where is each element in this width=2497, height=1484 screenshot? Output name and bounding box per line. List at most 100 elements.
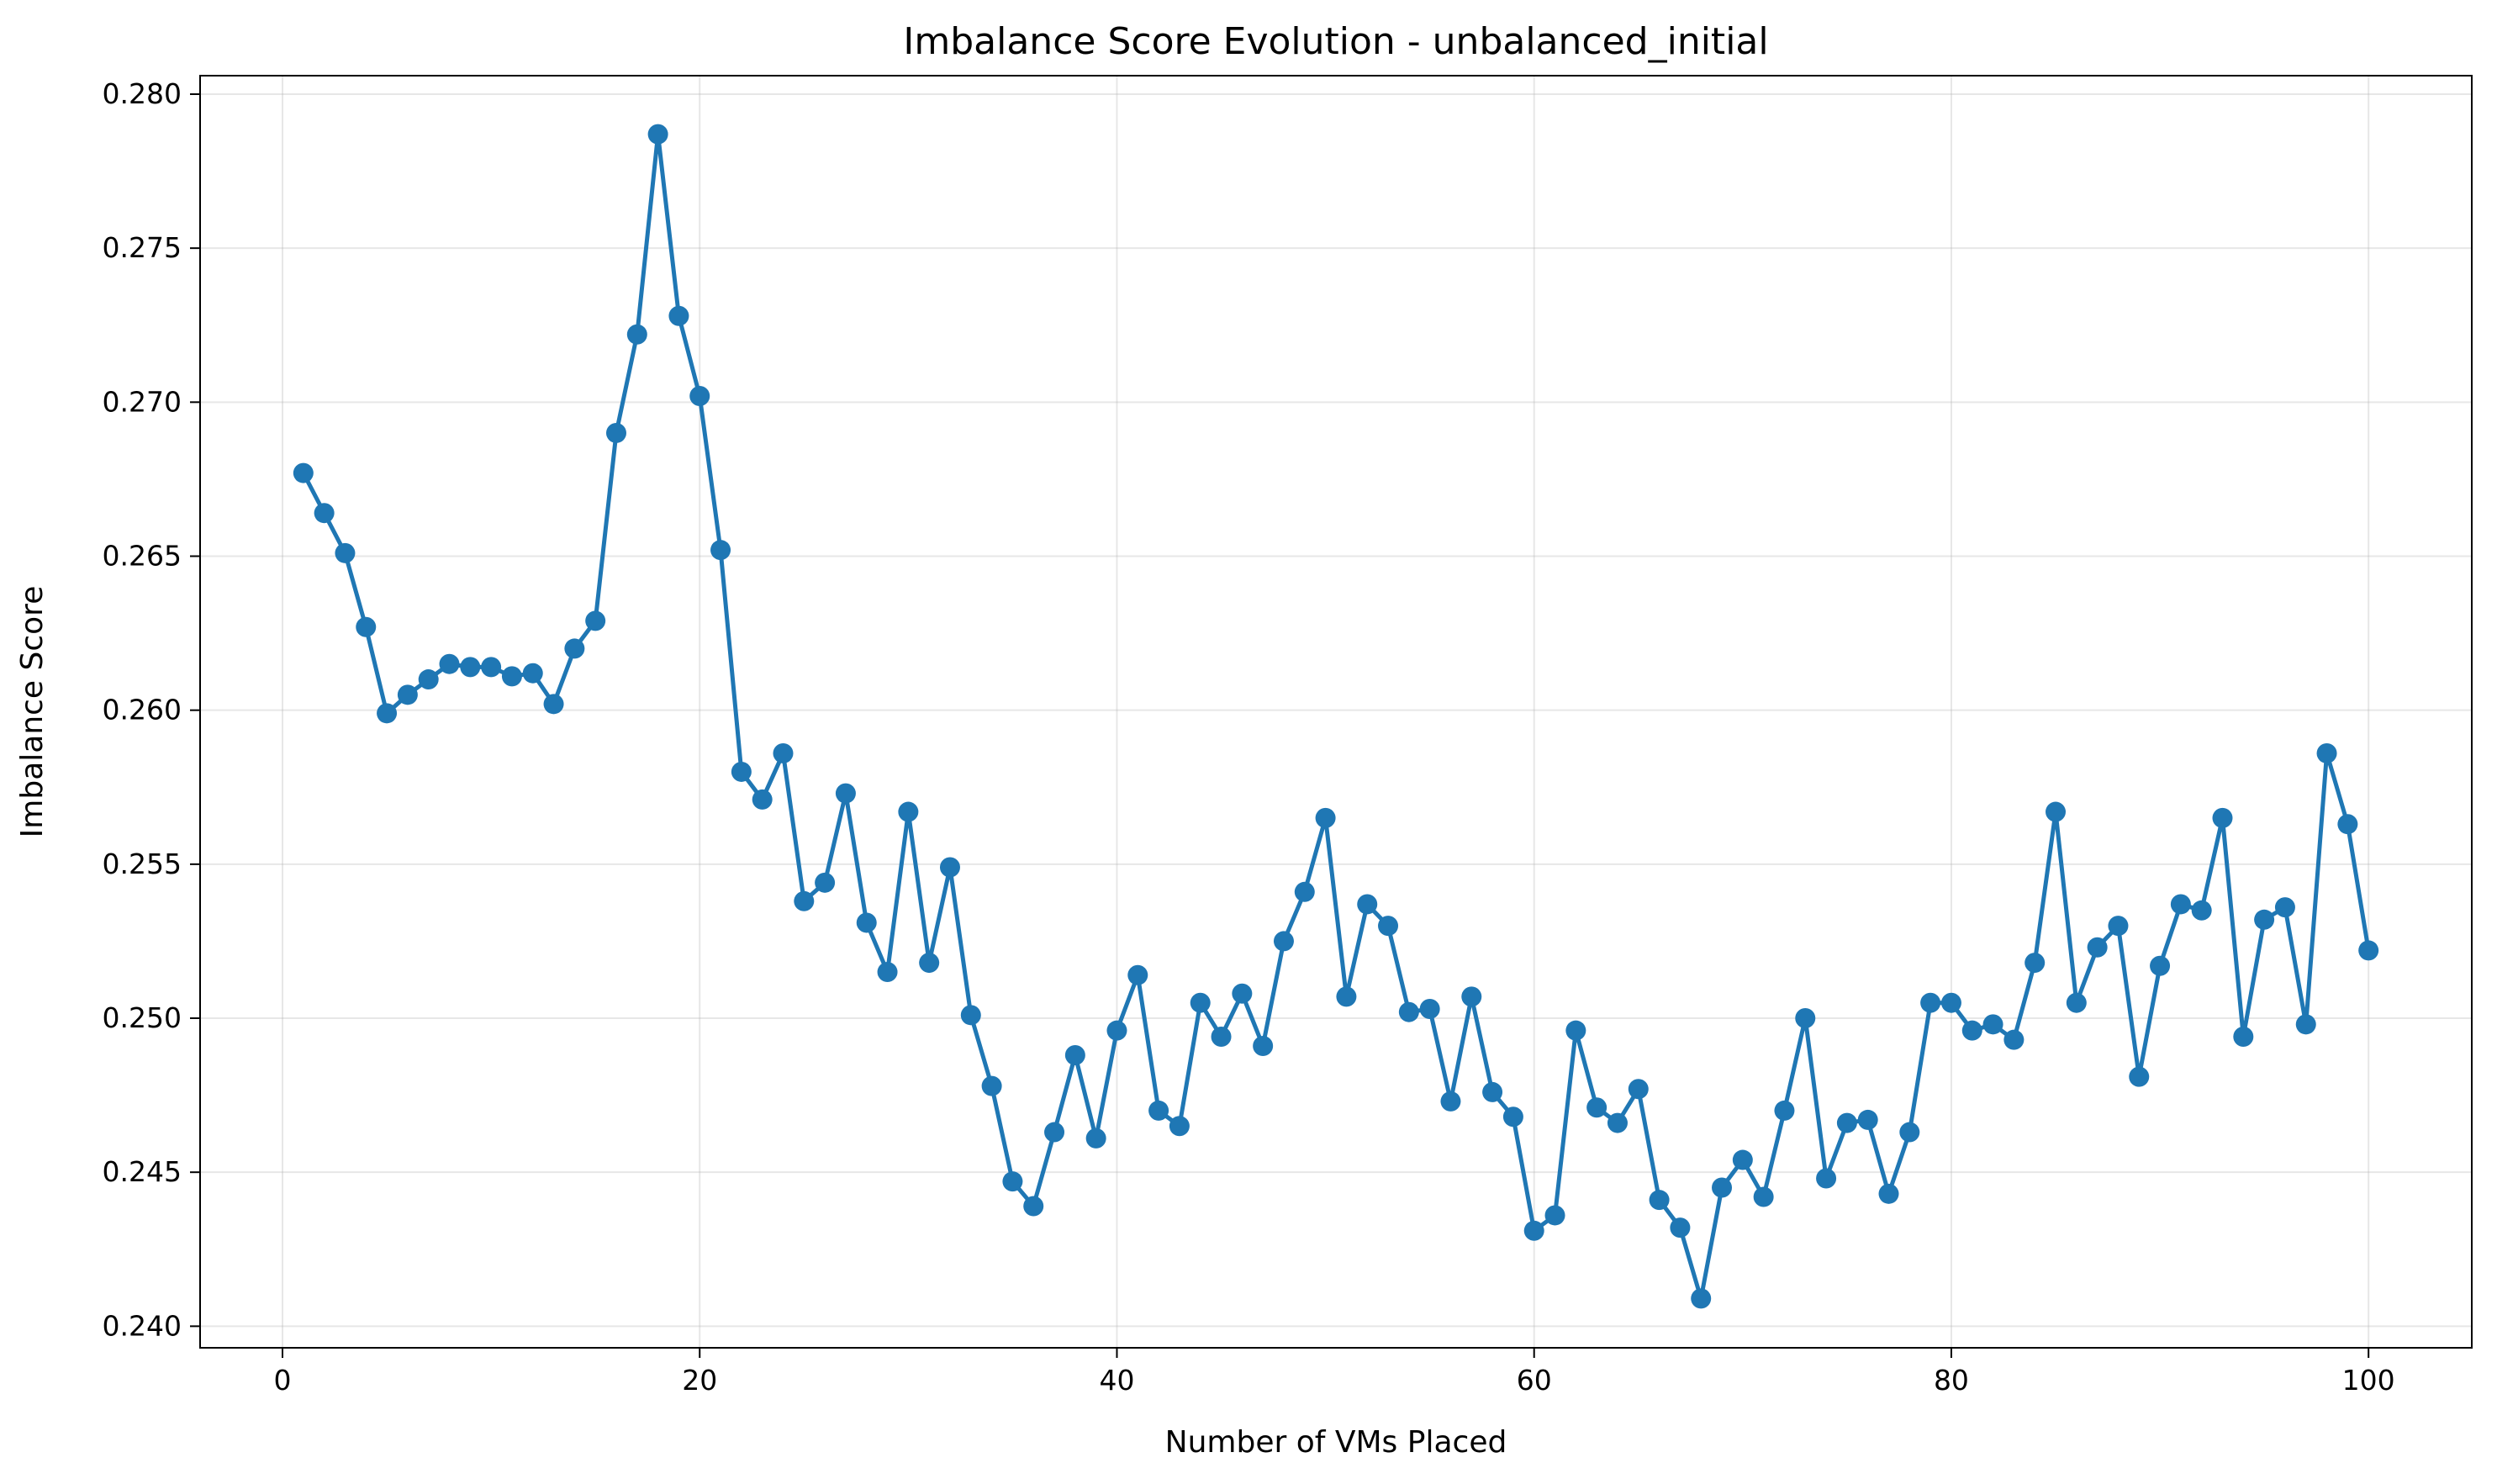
data-point: [460, 657, 481, 678]
data-point: [1253, 1035, 1274, 1056]
data-point: [2066, 992, 2087, 1013]
data-point: [2108, 916, 2129, 937]
data-point: [898, 801, 919, 822]
data-point: [543, 694, 564, 715]
series-line: [301, 132, 2371, 1301]
data-point: [439, 653, 460, 674]
data-point: [1857, 1109, 1878, 1130]
y-tick-label: 0.250: [103, 1001, 182, 1034]
data-point: [2233, 1026, 2254, 1047]
data-point: [1940, 992, 1961, 1013]
data-point: [960, 1005, 981, 1026]
data-point: [335, 542, 356, 563]
y-tick-label: 0.260: [103, 694, 182, 726]
series-layer: [293, 124, 2379, 1309]
data-point: [1315, 807, 1336, 828]
x-tick-label: 100: [2342, 1364, 2395, 1397]
data-point: [1169, 1116, 1190, 1137]
data-point: [1273, 931, 1294, 952]
data-point: [1002, 1171, 1023, 1192]
data-point: [1106, 1020, 1127, 1041]
data-point: [1148, 1100, 1169, 1121]
data-point: [1461, 986, 1482, 1007]
y-tick-label: 0.275: [103, 231, 182, 264]
data-point: [981, 1075, 1002, 1096]
data-point: [2003, 1029, 2025, 1050]
data-point: [1023, 1196, 1044, 1217]
data-point: [1294, 881, 1315, 902]
data-point: [2316, 742, 2337, 763]
data-point: [2170, 894, 2191, 915]
data-point: [1732, 1149, 1753, 1170]
data-point: [564, 638, 585, 659]
data-point: [2025, 953, 2046, 974]
data-point: [1190, 992, 1211, 1013]
y-tick-label: 0.255: [103, 848, 182, 880]
data-point: [1523, 1220, 1544, 1241]
data-point: [1211, 1026, 1232, 1047]
data-point: [2212, 807, 2233, 828]
y-tick-label: 0.270: [103, 385, 182, 418]
data-point: [1502, 1106, 1523, 1128]
data-point: [2295, 1014, 2316, 1035]
y-tick-label: 0.245: [103, 1155, 182, 1188]
data-point: [2046, 801, 2067, 822]
data-point: [710, 540, 731, 561]
data-point: [293, 462, 314, 483]
data-point: [481, 657, 502, 678]
data-point: [773, 742, 794, 763]
data-point: [647, 124, 668, 145]
data-point: [1878, 1183, 1899, 1204]
x-axis-ticks: 0 20 40 60 80 100: [274, 1348, 2395, 1397]
data-point: [1085, 1128, 1106, 1149]
data-point: [1357, 894, 1378, 915]
data-point: [522, 663, 543, 684]
data-point: [501, 666, 522, 687]
data-point: [1044, 1122, 1065, 1143]
data-point: [1712, 1177, 1733, 1198]
y-axis-label: Imbalance Score: [15, 586, 50, 838]
grid-lines: [200, 76, 2472, 1348]
data-point: [1691, 1288, 1712, 1309]
data-point: [919, 953, 940, 974]
data-point: [731, 761, 752, 782]
data-point: [1795, 1008, 1816, 1029]
data-point: [1544, 1205, 1565, 1226]
data-point: [585, 610, 606, 631]
y-tick-label: 0.265: [103, 539, 182, 572]
data-point: [835, 783, 856, 804]
data-point: [1899, 1122, 1920, 1143]
data-point: [626, 324, 647, 345]
data-point: [1836, 1112, 1857, 1133]
data-point: [1440, 1091, 1461, 1112]
data-point: [1816, 1168, 1837, 1189]
data-point: [2274, 897, 2295, 918]
x-tick-label: 80: [1934, 1364, 1969, 1397]
data-point: [668, 305, 689, 326]
data-point: [1336, 986, 1357, 1007]
x-tick-label: 0: [274, 1364, 292, 1397]
data-point: [314, 503, 335, 524]
data-point: [356, 616, 377, 637]
data-point: [1649, 1190, 1670, 1211]
data-point: [1774, 1100, 1795, 1121]
data-point: [397, 684, 418, 705]
data-point: [856, 912, 877, 933]
chart-title: Imbalance Score Evolution - unbalanced_i…: [903, 20, 1768, 63]
data-point: [877, 962, 898, 983]
data-point: [1232, 983, 1253, 1004]
data-point: [2087, 937, 2108, 958]
y-tick-label: 0.240: [103, 1309, 182, 1342]
data-point: [605, 422, 626, 443]
data-point: [752, 789, 773, 810]
data-point: [1607, 1112, 1628, 1133]
data-point: [1670, 1217, 1691, 1238]
y-tick-label: 0.280: [103, 77, 182, 110]
x-tick-label: 60: [1517, 1364, 1552, 1397]
data-point: [1378, 916, 1399, 937]
data-point: [1565, 1020, 1586, 1041]
data-point: [1753, 1186, 1774, 1207]
data-point: [1586, 1097, 1607, 1118]
plot-frame: [199, 75, 2473, 1349]
